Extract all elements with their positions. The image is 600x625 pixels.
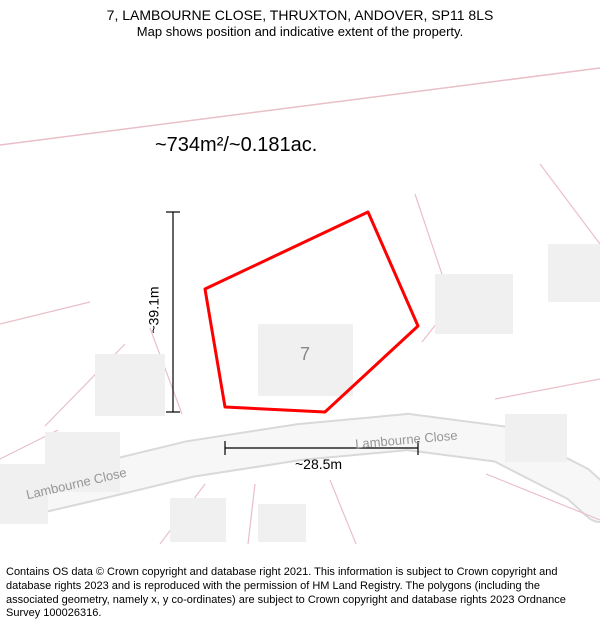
property-number: 7 bbox=[300, 344, 310, 365]
page-title: 7, LAMBOURNE CLOSE, THRUXTON, ANDOVER, S… bbox=[0, 6, 600, 24]
header: 7, LAMBOURNE CLOSE, THRUXTON, ANDOVER, S… bbox=[0, 6, 600, 41]
width-dimension-label: ~28.5m bbox=[295, 456, 342, 472]
map-container: 7, LAMBOURNE CLOSE, THRUXTON, ANDOVER, S… bbox=[0, 0, 600, 625]
area-label: ~734m²/~0.181ac. bbox=[155, 134, 317, 157]
copyright-footer: Contains OS data © Crown copyright and d… bbox=[6, 566, 594, 621]
height-dimension-label: ~39.1m bbox=[146, 286, 162, 333]
page-subtitle: Map shows position and indicative extent… bbox=[0, 24, 600, 41]
map-area: ~734m²/~0.181ac. ~39.1m ~28.5m 7 Lambour… bbox=[0, 44, 600, 544]
